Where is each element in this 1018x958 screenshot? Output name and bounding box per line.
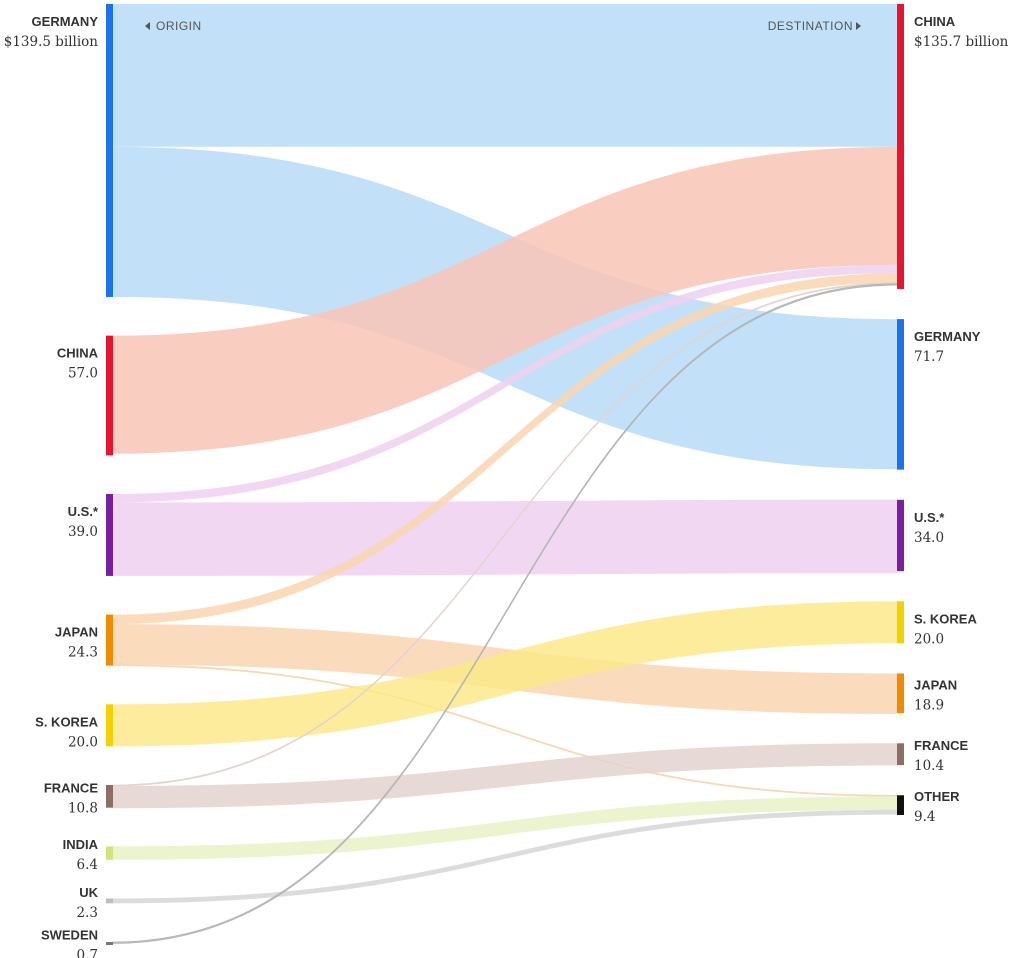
origin-bar-us[interactable] <box>106 494 113 576</box>
origin-name-us: U.S.* <box>68 504 99 519</box>
labels-layer: GERMANY $139.5 billion CHINA 57.0 U.S.* 39.0 J… <box>4 14 1009 958</box>
origin-name-germany: GERMANY <box>32 14 99 29</box>
destination-name-china: CHINA <box>914 14 956 29</box>
flow-india-to-other <box>113 796 897 860</box>
origin-header: ORIGIN <box>156 19 202 33</box>
origin-bar-japan[interactable] <box>106 614 113 666</box>
origin-name-japan: JAPAN <box>55 625 98 640</box>
origin-bar-china[interactable] <box>106 335 113 456</box>
origin-bar-skorea[interactable] <box>106 704 113 747</box>
header-origin: ORIGIN <box>145 19 202 33</box>
origin-name-skorea: S. KOREA <box>35 714 98 729</box>
origin-name-china: CHINA <box>57 346 99 361</box>
origin-name-india: INDIA <box>63 837 99 852</box>
origin-bar-france[interactable] <box>106 784 113 808</box>
destination-value-us: 34.0 <box>914 530 944 546</box>
destination-name-skorea: S. KOREA <box>914 611 977 626</box>
origin-bar-sweden[interactable] <box>106 942 113 945</box>
arrow-left-icon <box>145 22 150 30</box>
destination-name-germany: GERMANY <box>914 329 981 344</box>
origin-bar-india[interactable] <box>106 846 113 860</box>
destination-bar-china[interactable] <box>897 4 904 289</box>
origin-value-germany: $139.5 billion <box>4 34 99 50</box>
destination-bar-other[interactable] <box>897 795 904 815</box>
destination-value-germany: 71.7 <box>914 349 944 365</box>
destination-name-japan: JAPAN <box>914 677 957 692</box>
destination-bar-us[interactable] <box>897 499 904 572</box>
origin-value-india: 6.4 <box>77 857 98 873</box>
destination-value-china: $135.7 billion <box>914 34 1009 50</box>
destination-header: DESTINATION <box>768 19 853 33</box>
origin-name-uk: UK <box>79 885 98 900</box>
destination-value-skorea: 20.0 <box>914 631 944 647</box>
flow-us-to-china <box>113 264 897 503</box>
origin-bar-uk[interactable] <box>106 898 113 904</box>
origin-value-china: 57.0 <box>68 366 98 382</box>
flow-skorea-to-skorea <box>113 601 897 747</box>
destination-name-other: OTHER <box>914 789 960 804</box>
destination-name-us: U.S.* <box>914 510 945 525</box>
flow-us-to-us <box>113 499 897 576</box>
destination-bar-skorea[interactable] <box>897 601 904 644</box>
destination-value-other: 9.4 <box>914 809 935 825</box>
flow-china-to-china <box>113 146 897 454</box>
destination-name-france: FRANCE <box>914 738 968 753</box>
origin-bar-germany[interactable] <box>106 4 113 297</box>
origin-value-skorea: 20.0 <box>68 734 98 750</box>
origin-name-sweden: SWEDEN <box>41 928 98 943</box>
flow-germany-to-china <box>113 4 897 147</box>
origin-value-uk: 2.3 <box>77 905 98 921</box>
arrow-right-icon <box>856 22 861 30</box>
header-destination: DESTINATION <box>768 19 861 33</box>
destination-value-japan: 18.9 <box>914 697 944 713</box>
flow-japan-to-china <box>113 273 897 625</box>
origin-value-france: 10.8 <box>68 800 98 816</box>
origin-value-us: 39.0 <box>68 524 98 540</box>
destination-bar-germany[interactable] <box>897 319 904 470</box>
destination-bar-japan[interactable] <box>897 673 904 714</box>
destination-value-france: 10.4 <box>914 758 944 774</box>
origin-value-sweden: 0.7 <box>77 948 98 958</box>
nodes-layer <box>106 4 904 945</box>
flows-layer <box>112 4 898 944</box>
origin-name-france: FRANCE <box>44 780 98 795</box>
origin-value-japan: 24.3 <box>68 645 98 661</box>
flow-uk-to-other <box>113 809 897 904</box>
destination-bar-france[interactable] <box>897 743 904 766</box>
flow-france-to-france <box>113 743 897 809</box>
